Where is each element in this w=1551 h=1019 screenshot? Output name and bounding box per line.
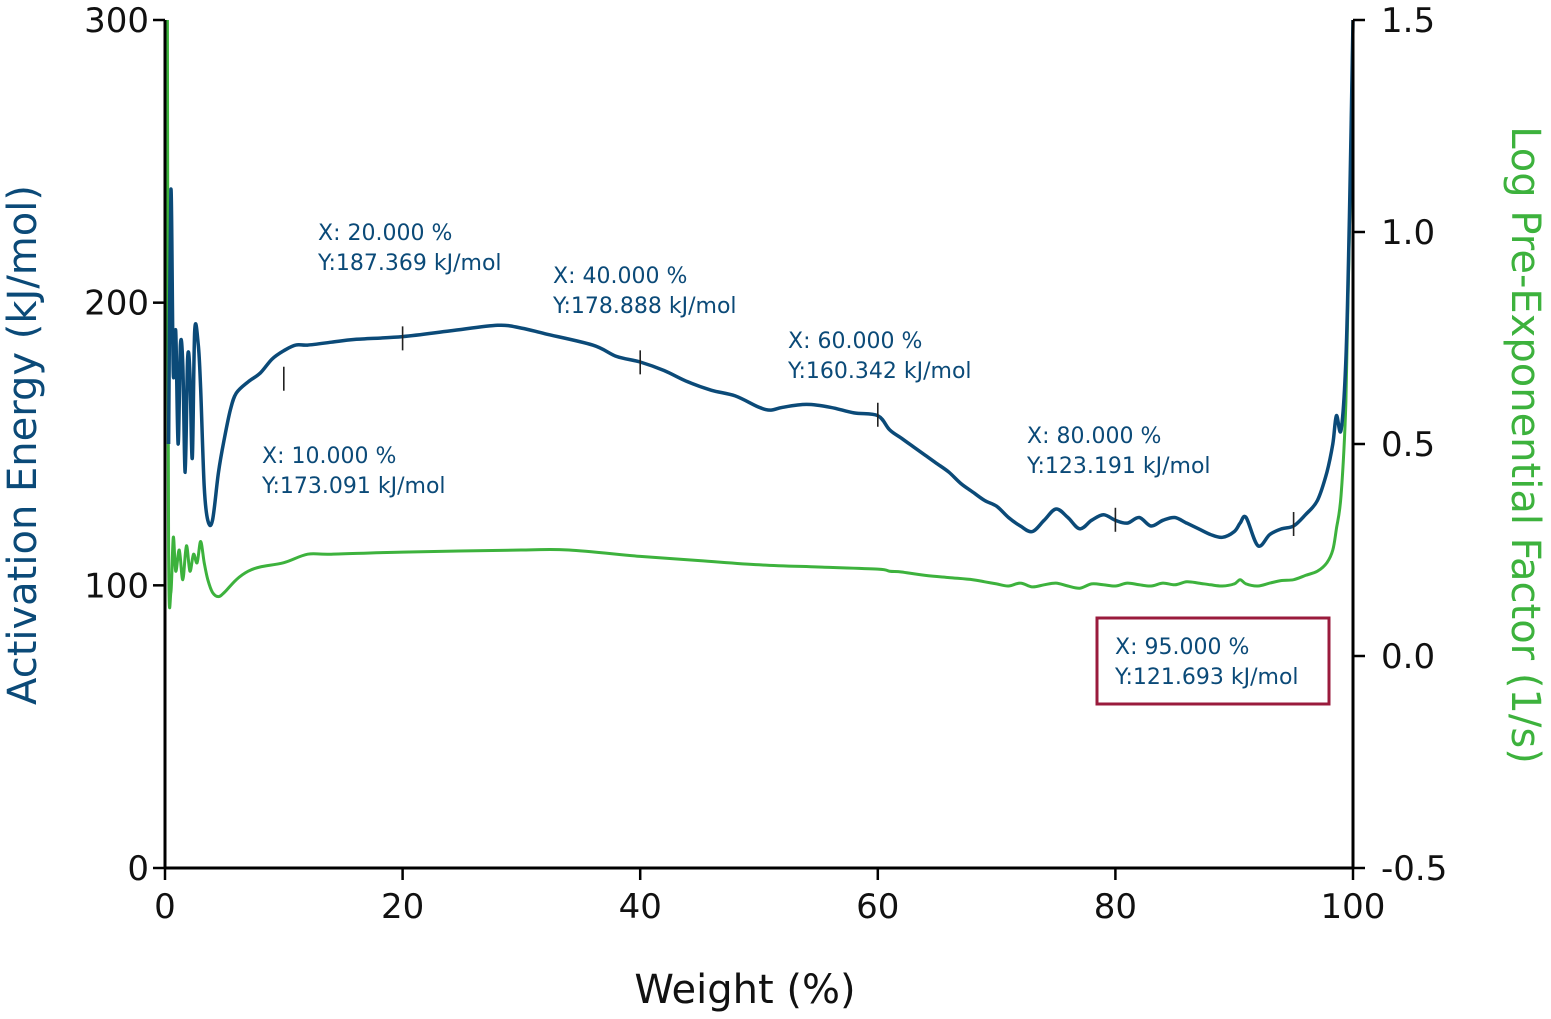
activation-energy-line — [166, 19, 1355, 548]
annotation-x-label: X: 60.000 % — [788, 329, 922, 354]
left-y-tick-label: 200 — [84, 284, 149, 324]
annotation-y-label: Y:160.342 kJ/mol — [787, 359, 972, 384]
right-y-axis-title: Log Pre-Exponential Factor (1/s) — [1502, 126, 1548, 764]
highlight-box — [1095, 616, 1331, 706]
annotation-y-label: Y:187.369 kJ/mol — [317, 251, 502, 276]
x-tick-label: 100 — [1321, 887, 1386, 927]
right-y-tick-label: 0.5 — [1381, 425, 1435, 465]
x-axis-title: Weight (%) — [634, 967, 855, 1013]
annotations-layer: X: 10.000 % Y:173.091 kJ/mol X: 20.000 % Y:… — [261, 221, 1331, 706]
annotation-y-label: Y:178.888 kJ/mol — [552, 294, 737, 319]
right-y-tick-label: 1.5 — [1381, 1, 1435, 41]
x-tick-label: 0 — [154, 887, 176, 927]
log-pre-exponential-line — [165, 19, 1355, 610]
x-tick-label: 60 — [856, 887, 899, 927]
right-y-tick-label: 0.0 — [1381, 637, 1435, 677]
annotation-y-label: Y:121.693 kJ/mol — [1114, 665, 1299, 690]
annotation-x-label: X: 20.000 % — [318, 221, 452, 246]
x-tick-label: 40 — [619, 887, 662, 927]
annotation-x-label: X: 80.000 % — [1027, 424, 1161, 449]
annotation-y-label: Y:123.191 kJ/mol — [1026, 454, 1211, 479]
annotation-x-label: X: 40.000 % — [553, 264, 687, 289]
annotation-x-label: X: 10.000 % — [262, 444, 396, 469]
left-y-axis-title: Activation Energy (kJ/mol) — [0, 185, 46, 705]
x-tick-label: 20 — [381, 887, 424, 927]
x-tick-label: 80 — [1094, 887, 1137, 927]
right-y-tick-label: -0.5 — [1381, 849, 1447, 889]
left-y-tick-label: 300 — [84, 1, 149, 41]
left-y-tick-label: 100 — [84, 566, 149, 606]
annotation-y-label: Y:173.091 kJ/mol — [261, 474, 446, 499]
left-y-tick-label: 0 — [127, 849, 149, 889]
curves-layer — [165, 19, 1355, 610]
annotation-x-label: X: 95.000 % — [1115, 635, 1249, 660]
ticks-layer: 0 20 40 60 80 100 0 100 200 300 -0.5 0.0 0.5 1.0 1.5 — [84, 1, 1447, 927]
right-y-tick-label: 1.0 — [1381, 213, 1435, 253]
